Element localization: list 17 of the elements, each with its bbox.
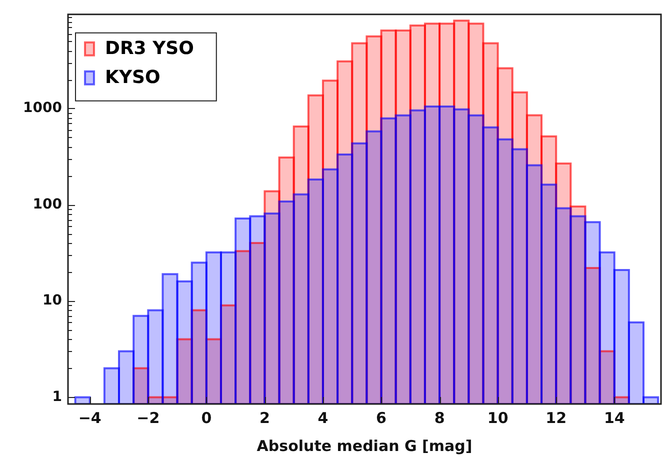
y-tick-label: 100 xyxy=(32,196,62,212)
x-tick-label: −2 xyxy=(136,408,160,427)
x-tick-label: 12 xyxy=(546,408,567,427)
x-tick-label: 6 xyxy=(376,408,386,427)
x-axis-title: Absolute median G [mag] xyxy=(256,436,472,455)
y-tick-label: 10 xyxy=(42,292,62,309)
legend-label: DR3 YSO xyxy=(105,38,194,60)
y-tick-label: 1000 xyxy=(23,100,62,116)
x-tick-label: 2 xyxy=(259,408,270,427)
x-tick-label: 14 xyxy=(604,408,625,427)
legend-label: KYSO xyxy=(105,67,160,88)
x-tick-label: 0 xyxy=(201,408,212,427)
y-tick-label: 1 xyxy=(52,388,62,405)
x-tick-label: 10 xyxy=(487,408,508,427)
x-tick-label: 8 xyxy=(434,408,445,427)
x-tick-label: −4 xyxy=(78,408,102,427)
x-tick-label: 4 xyxy=(318,408,328,427)
